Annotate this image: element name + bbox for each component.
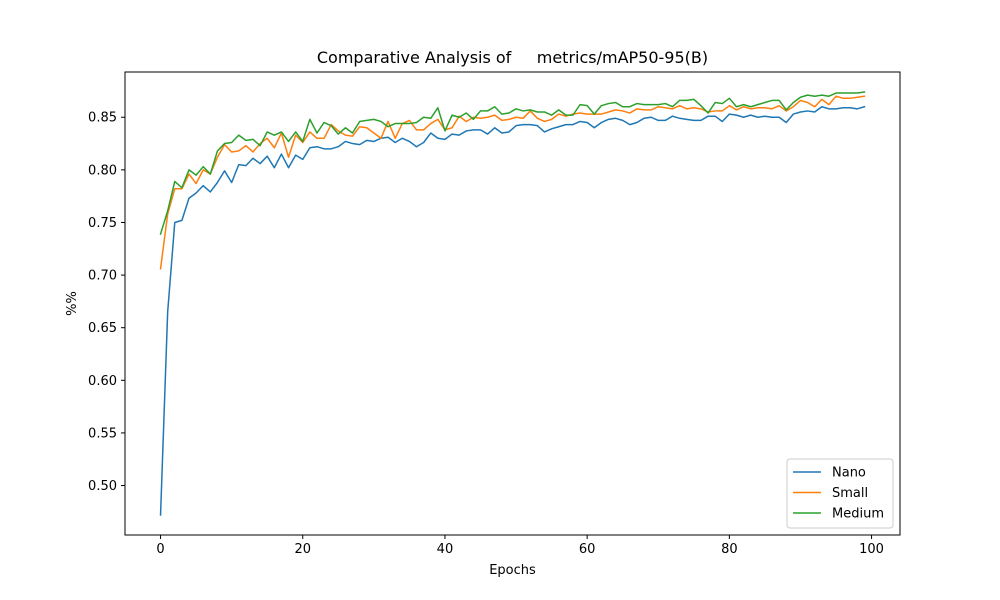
y-tick-label: 0.50: [88, 479, 117, 494]
x-axis-label: Epochs: [489, 563, 536, 578]
series-line-small: [159, 95, 866, 270]
legend-label-nano: Nano: [832, 466, 866, 481]
chart-title: Comparative Analysis of metrics/mAP50-95…: [317, 48, 708, 67]
legend-box: [786, 458, 894, 529]
y-tick-label: 0.75: [88, 216, 117, 231]
y-axis-label: %%: [65, 291, 80, 316]
x-tick-label: 0: [156, 542, 164, 557]
y-tick-label: 0.85: [88, 111, 117, 126]
plot-area-frame: [124, 71, 901, 536]
x-tick-label: 20: [294, 542, 311, 557]
legend: Nano Small Medium: [786, 458, 894, 529]
x-tick-label: 80: [721, 542, 738, 557]
series-line-nano: [159, 105, 866, 516]
y-tick-label: 0.60: [88, 374, 117, 389]
series-layer: [159, 91, 866, 516]
x-tick-label: 40: [437, 542, 454, 557]
y-axis: 0.50 0.55 0.60 0.65 0.70 0.75 0.80 0.85: [88, 111, 125, 494]
y-tick-label: 0.65: [88, 321, 117, 336]
legend-label-medium: Medium: [832, 507, 884, 522]
x-axis: 0 20 40 60 80 100: [156, 535, 884, 557]
y-tick-label: 0.55: [88, 426, 117, 441]
y-tick-label: 0.80: [88, 163, 117, 178]
legend-label-small: Small: [832, 486, 868, 501]
y-tick-label: 0.70: [88, 269, 117, 284]
series-line-medium: [159, 91, 866, 235]
x-tick-label: 60: [579, 542, 596, 557]
x-tick-label: 100: [859, 542, 884, 557]
